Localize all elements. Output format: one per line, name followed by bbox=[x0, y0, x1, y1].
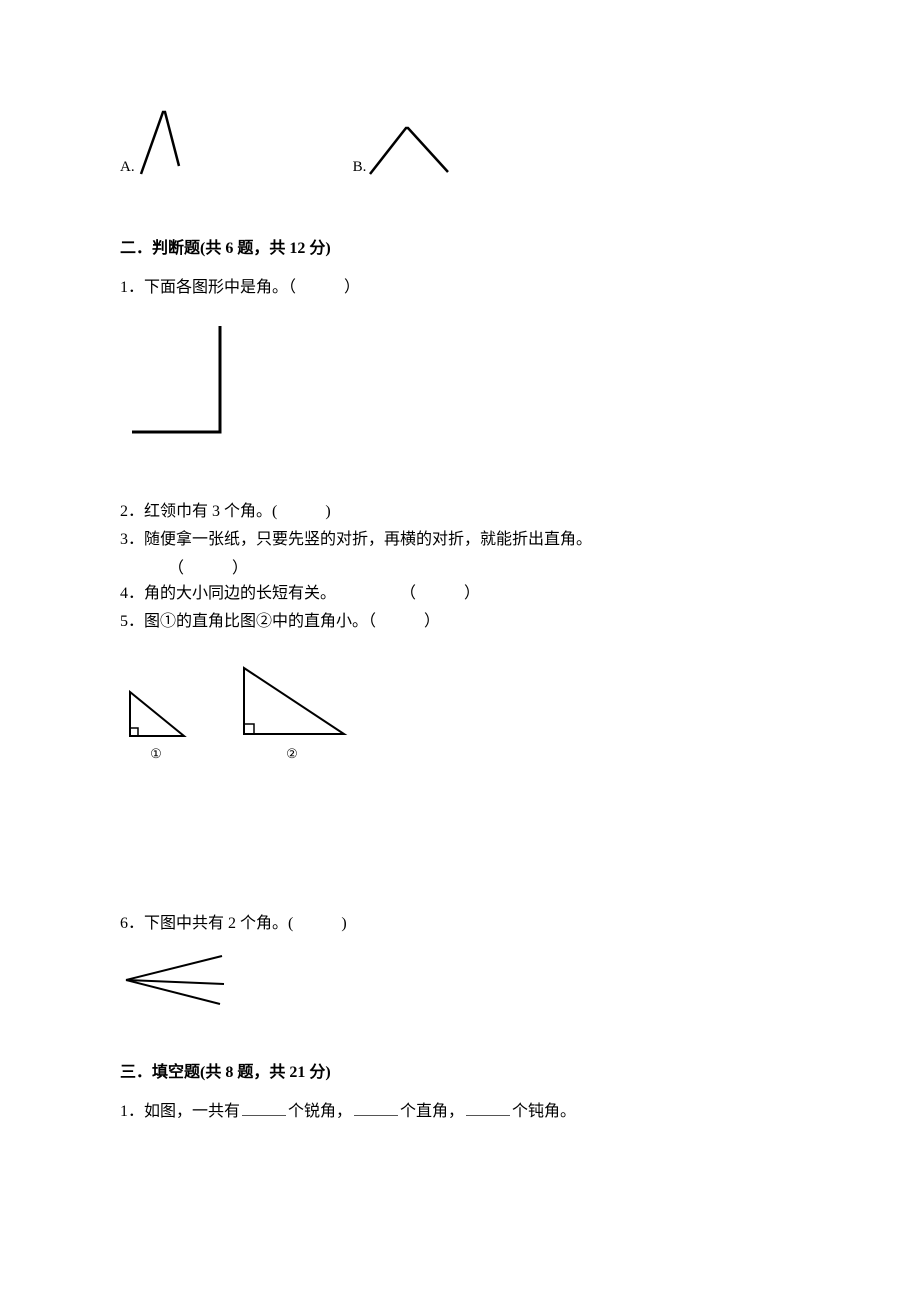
section2-q3-paren: （ ） bbox=[168, 554, 800, 578]
section2-q5: 5．图①的直角比图②中的直角小。（ ） bbox=[120, 610, 800, 634]
s3q1-part-c: 个直角， bbox=[400, 1103, 464, 1120]
triangles-figure: ① ② bbox=[120, 662, 800, 762]
triangle-1-group: ① bbox=[120, 686, 192, 762]
triangle-2-icon bbox=[232, 662, 352, 742]
angle-shape-b-icon bbox=[366, 124, 452, 176]
blank-3[interactable] bbox=[466, 1102, 510, 1116]
section2-header: 二．判断题(共 6 题，共 12 分) bbox=[120, 234, 800, 258]
triangle-2-label: ② bbox=[286, 746, 298, 762]
q6-figure bbox=[120, 950, 800, 1010]
option-b-label: B. bbox=[353, 159, 367, 176]
section2-q3: 3．随便拿一张纸，只要先竖的对折，再横的对折，就能折出直角。 bbox=[120, 528, 800, 552]
right-angle-open-icon bbox=[120, 320, 230, 440]
triangle-1-label: ① bbox=[150, 746, 162, 762]
s3q1-part-d: 个钝角。 bbox=[512, 1103, 576, 1120]
angle-shape-a-icon bbox=[135, 108, 193, 176]
section3-q1: 1．如图，一共有 个锐角， 个直角， 个钝角。 bbox=[120, 1100, 800, 1124]
blank-2[interactable] bbox=[354, 1102, 398, 1116]
triangle-1-icon bbox=[120, 686, 192, 742]
option-b: B. bbox=[353, 124, 453, 176]
section2-q4: 4．角的大小同边的长短有关。 （ ） bbox=[120, 582, 800, 606]
option-a: A. bbox=[120, 108, 193, 176]
three-ray-angle-icon bbox=[120, 950, 230, 1010]
blank-1[interactable] bbox=[242, 1102, 286, 1116]
section2-q6: 6．下图中共有 2 个角。( ) bbox=[120, 912, 800, 936]
triangle-2-group: ② bbox=[232, 662, 352, 762]
s3q1-part-a: 1．如图，一共有 bbox=[120, 1103, 240, 1120]
section2-q2: 2．红领巾有 3 个角。( ) bbox=[120, 500, 800, 524]
q1-figure bbox=[120, 320, 800, 440]
s3q1-part-b: 个锐角， bbox=[288, 1103, 352, 1120]
option-a-label: A. bbox=[120, 159, 135, 176]
section2-q1: 1．下面各图形中是角。（ ） bbox=[120, 276, 800, 300]
section3-header: 三．填空题(共 8 题，共 21 分) bbox=[120, 1058, 800, 1082]
option-row: A. B. bbox=[120, 108, 800, 176]
